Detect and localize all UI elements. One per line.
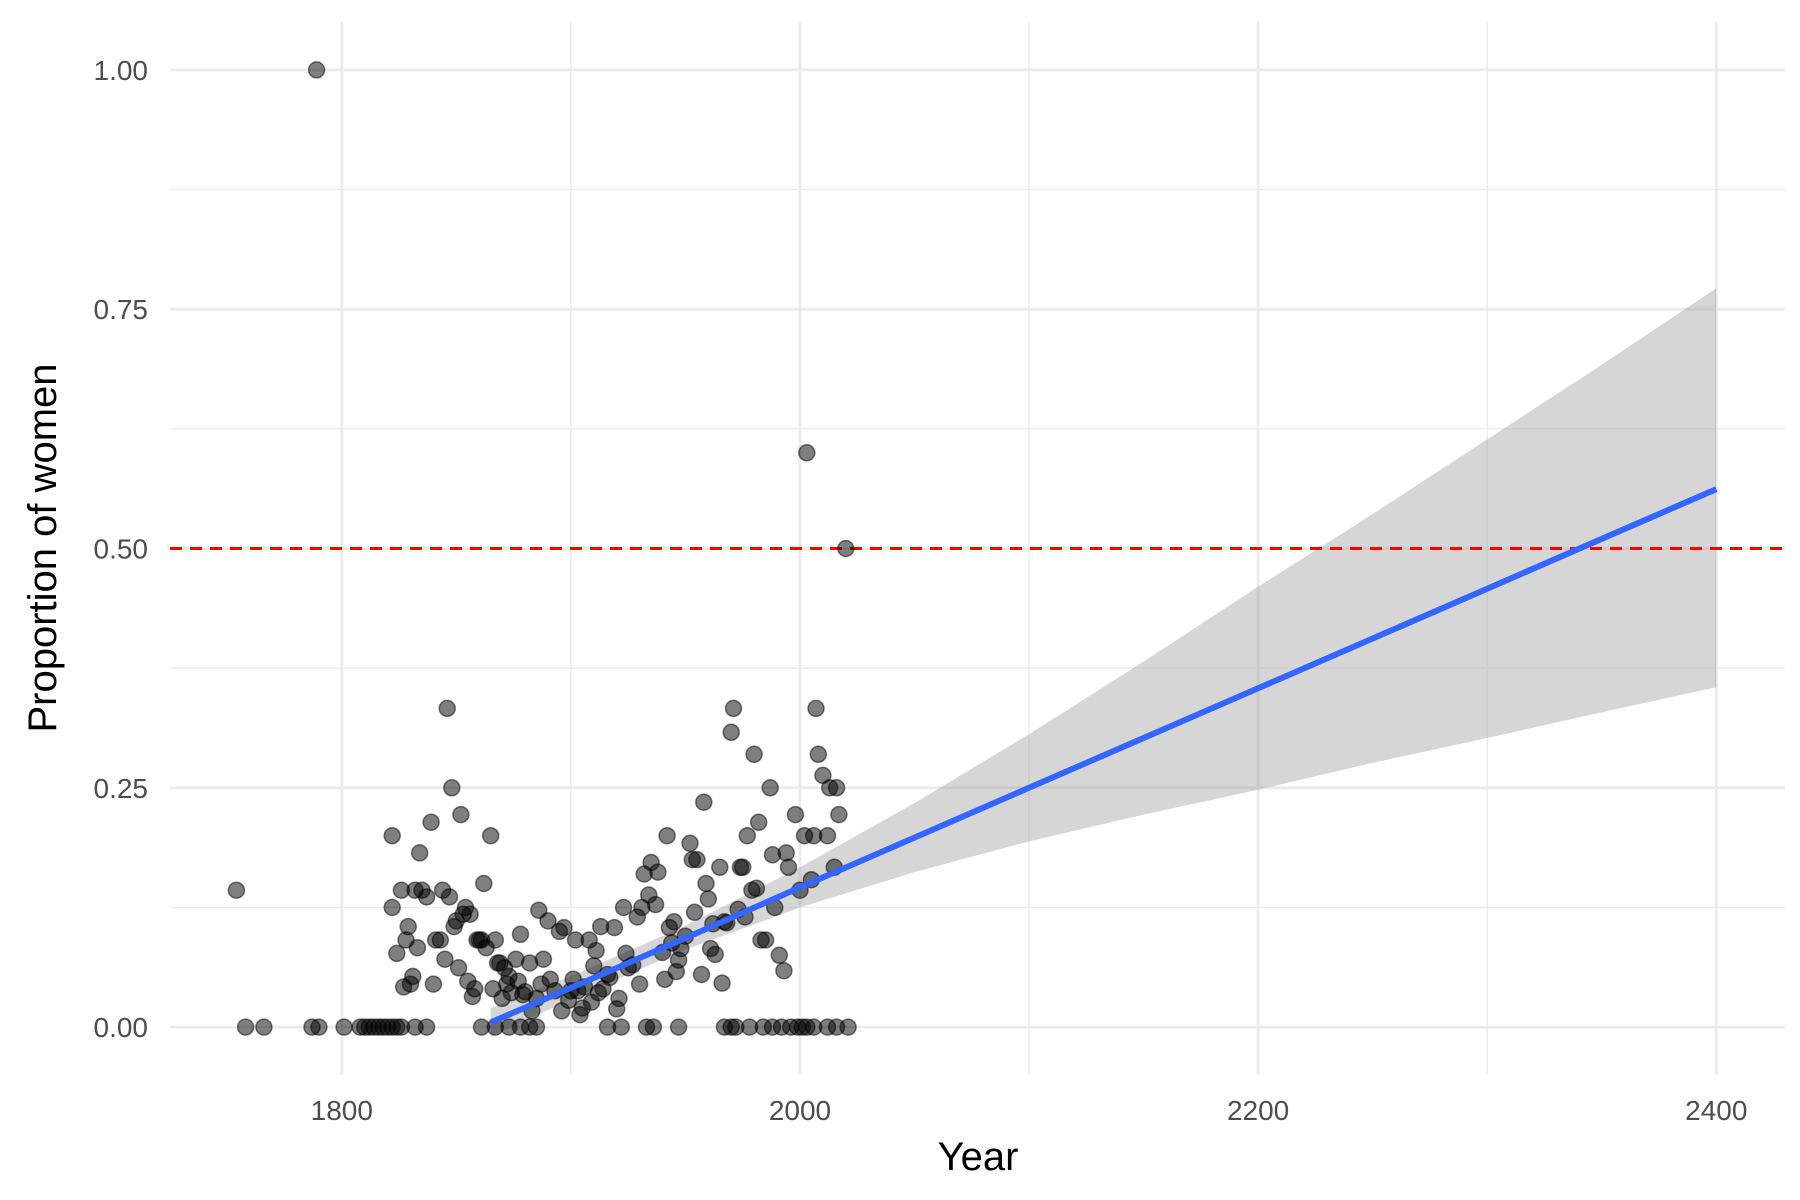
data-point-190: [798, 444, 816, 462]
data-point-141: [649, 863, 667, 881]
data-point-144: [658, 826, 676, 845]
data-point-58: [417, 888, 436, 906]
x-axis-title: Year: [938, 1135, 1019, 1179]
data-point-67: [443, 779, 461, 797]
data-point-147: [665, 913, 683, 931]
x-tick-label-0: 1800: [311, 1095, 373, 1126]
data-point-55: [408, 938, 427, 957]
trend-line: [489, 486, 1718, 1026]
data-point-103: [534, 950, 553, 968]
data-point-0: [307, 61, 326, 79]
data-point-127: [605, 918, 624, 937]
data-point-201: [837, 539, 855, 558]
data-point-152: [681, 834, 699, 853]
data-point-47: [388, 944, 406, 963]
data-points: [227, 61, 857, 1036]
data-point-164: [713, 974, 731, 992]
data-point-159: [699, 890, 718, 908]
data-point-3: [255, 1018, 273, 1036]
x-tick-label-2: 2200: [1227, 1095, 1289, 1126]
data-point-179: [756, 931, 775, 949]
data-point-183: [770, 946, 789, 965]
data-point-199: [827, 779, 846, 797]
data-point-28: [644, 1018, 663, 1036]
data-point-185: [777, 844, 795, 862]
data-point-46: [383, 898, 401, 917]
data-point-158: [697, 874, 715, 893]
data-point-130: [614, 898, 633, 917]
data-point-163: [711, 858, 729, 877]
data-point-171: [733, 858, 752, 877]
data-point-156: [692, 965, 711, 984]
data-point-64: [436, 950, 454, 968]
data-point-56: [410, 844, 429, 862]
y-tick-label-4: 1.00: [94, 55, 149, 86]
y-tick-label-0: 0.00: [94, 1012, 149, 1043]
data-point-200: [830, 805, 848, 824]
data-point-60: [424, 975, 443, 993]
data-point-26: [612, 1018, 631, 1036]
data-point-2: [236, 1018, 255, 1036]
confidence-band-area: [490, 288, 1717, 1037]
minor-gridlines: [170, 22, 1785, 1075]
data-point-24: [527, 1018, 546, 1036]
data-point-6: [335, 1018, 353, 1036]
y-tick-label-3: 0.75: [94, 294, 149, 325]
data-point-121: [587, 941, 605, 960]
x-tick-label-1: 2000: [769, 1095, 831, 1126]
data-point-168: [724, 699, 743, 718]
data-point-173: [738, 826, 757, 845]
data-point-95: [511, 925, 530, 944]
data-point-187: [786, 805, 805, 824]
x-tick-label-3: 2400: [1685, 1095, 1747, 1126]
data-point-62: [431, 931, 450, 949]
data-point-129: [610, 989, 628, 1008]
data-point-66: [440, 888, 459, 906]
data-point-186: [779, 858, 798, 877]
data-point-175: [745, 745, 763, 764]
data-point-194: [809, 745, 828, 764]
data-point-29: [669, 1018, 688, 1036]
x-tick-labels: 1800 2000 2200 2400: [311, 1095, 1748, 1126]
data-point-77: [465, 980, 484, 998]
data-point-59: [422, 813, 440, 832]
data-point-162: [706, 945, 724, 964]
data-point-193: [807, 699, 825, 718]
data-point-154: [685, 903, 704, 922]
data-point-45: [383, 826, 401, 845]
data-point-167: [722, 723, 740, 742]
data-point-85: [486, 931, 505, 949]
data-point-180: [761, 779, 779, 797]
data-point-71: [452, 805, 470, 824]
data-point-81: [475, 874, 493, 893]
y-axis-title: Proportion of women: [21, 363, 65, 732]
data-point-184: [775, 961, 793, 980]
data-point-44: [839, 1018, 857, 1036]
y-tick-label-2: 0.50: [94, 534, 149, 565]
data-point-177: [749, 813, 768, 832]
data-point-65: [438, 699, 456, 718]
data-point-157: [695, 793, 713, 811]
data-point-70: [449, 959, 468, 977]
data-point-75: [461, 905, 479, 923]
trend-line-group: [489, 486, 1718, 1026]
data-point-53: [404, 967, 422, 986]
data-point-155: [688, 850, 706, 869]
data-point-83: [481, 826, 500, 845]
data-point-5: [310, 1018, 328, 1036]
data-point-18: [417, 1018, 436, 1036]
data-point-196: [818, 826, 837, 845]
data-point-1: [227, 881, 246, 899]
confidence-band: [490, 288, 1717, 1037]
data-point-109: [555, 918, 573, 937]
data-point-140: [646, 895, 665, 914]
data-point-176: [747, 879, 766, 898]
data-point-135: [630, 975, 649, 993]
y-tick-label-1: 0.25: [94, 773, 149, 804]
data-point-104: [539, 912, 557, 930]
data-point-51: [399, 917, 417, 936]
y-tick-labels: 0.00 0.25 0.50 0.75 1.00: [94, 55, 149, 1043]
